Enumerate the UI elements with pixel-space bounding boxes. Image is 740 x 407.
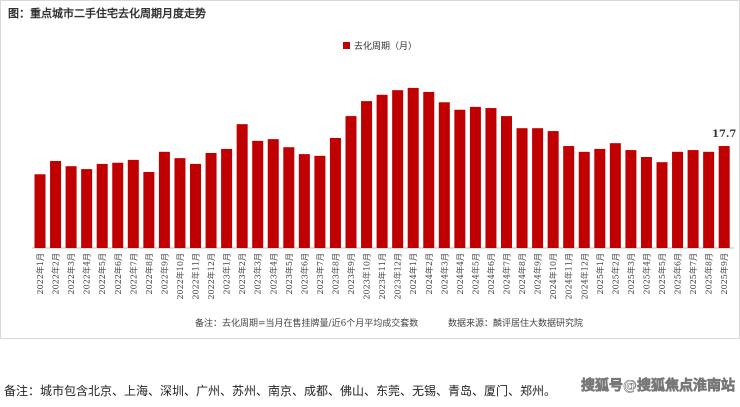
x-tick-label: 2023年7月	[315, 253, 325, 294]
bar	[656, 162, 668, 248]
x-tick-label: 2023年11月	[377, 253, 387, 300]
x-tick-label: 2023年10月	[362, 253, 372, 300]
bar	[81, 169, 93, 248]
bar	[485, 108, 497, 248]
x-tick-label: 2025年3月	[626, 253, 636, 294]
x-tick-label: 2023年9月	[346, 253, 356, 294]
bar	[298, 154, 310, 248]
bar	[594, 148, 606, 248]
x-tick-label: 2022年1月	[35, 253, 45, 294]
bar	[609, 143, 621, 248]
x-tick-label: 2024年6月	[486, 253, 496, 294]
watermark: 搜狐号@搜狐焦点淮南站	[581, 377, 735, 394]
x-tick-label: 2023年12月	[393, 253, 403, 300]
x-tick-label: 2023年4月	[268, 253, 278, 294]
bar	[563, 146, 575, 248]
x-tick-label: 2024年10月	[548, 253, 558, 300]
x-tick-label: 2022年8月	[144, 253, 154, 294]
source: 数据来源：麟评居住大数据研究院	[448, 317, 583, 329]
x-tick-label: 2022年7月	[128, 253, 138, 294]
x-tick-label: 2024年5月	[470, 253, 480, 294]
bar	[158, 151, 170, 248]
bar	[252, 140, 264, 248]
bar	[438, 102, 450, 248]
x-tick-label: 2025年9月	[719, 253, 729, 294]
bar	[469, 106, 481, 248]
bar	[718, 146, 730, 248]
bar	[314, 155, 326, 248]
bar	[687, 150, 699, 248]
bar	[267, 139, 279, 248]
x-tick-label: 2025年4月	[641, 253, 651, 294]
x-tick-label: 2023年2月	[237, 253, 247, 294]
x-tick-label: 2025年5月	[657, 253, 667, 294]
bar	[283, 147, 295, 248]
x-tick-label: 2023年3月	[253, 253, 263, 294]
bar	[423, 91, 435, 249]
x-tick-label: 2022年2月	[51, 253, 61, 294]
bar	[50, 161, 62, 248]
legend-swatch	[343, 42, 350, 49]
x-tick-label: 2023年5月	[284, 253, 294, 294]
x-tick-label: 2025年7月	[688, 253, 698, 294]
bar	[221, 148, 233, 248]
x-tick-label: 2024年4月	[455, 253, 465, 294]
x-tick-label: 2025年8月	[704, 253, 714, 294]
bar	[640, 156, 652, 248]
bar	[174, 158, 186, 248]
bar	[345, 116, 357, 248]
bar	[96, 163, 108, 248]
x-tick-label: 2022年9月	[159, 253, 169, 294]
chart-title: 图：重点城市二手住宅去化周期月度走势	[8, 6, 206, 20]
bar	[454, 109, 466, 248]
x-tick-label: 2024年9月	[533, 253, 543, 294]
x-tick-label: 2024年1月	[408, 253, 418, 294]
bar	[672, 151, 684, 248]
bar	[501, 116, 512, 248]
bar	[205, 152, 217, 248]
x-tick-label: 2022年3月	[66, 253, 76, 294]
bar	[236, 124, 248, 248]
x-tick-label: 2022年11月	[191, 253, 201, 300]
bar	[625, 150, 637, 248]
x-tick-label: 2023年1月	[222, 253, 232, 294]
bar	[127, 159, 139, 248]
x-tick-label: 2022年12月	[206, 253, 216, 300]
x-tick-label: 2024年3月	[439, 253, 449, 294]
legend-label: 去化周期（月）	[354, 40, 417, 52]
bar	[392, 90, 404, 249]
bar	[516, 128, 528, 248]
x-tick-label: 2025年6月	[673, 253, 683, 294]
x-tick-label: 2024年8月	[517, 253, 527, 294]
x-tick-label: 2025年1月	[595, 253, 605, 294]
bar	[407, 87, 419, 248]
bar	[143, 171, 155, 248]
x-tick-label: 2023年6月	[299, 253, 309, 294]
x-tick-label: 2025年2月	[610, 253, 620, 294]
x-tick-label: 2022年6月	[113, 253, 123, 294]
bar	[361, 101, 373, 249]
x-tick-label: 2024年12月	[579, 253, 589, 300]
bar	[703, 151, 715, 248]
bar	[376, 94, 388, 248]
bar	[329, 137, 341, 248]
x-tick-label: 2023年8月	[330, 253, 340, 294]
x-tick-label: 2024年11月	[564, 253, 574, 300]
x-tick-label: 2022年4月	[82, 253, 92, 294]
bar	[547, 131, 559, 248]
bar	[190, 163, 201, 248]
bar	[34, 174, 46, 248]
x-tick-label: 2022年5月	[97, 253, 107, 294]
footnote: 备注：城市包含北京、上海、深圳、广州、苏州、南京、成都、佛山、东莞、无锡、青岛、…	[4, 383, 556, 398]
bar	[578, 151, 590, 248]
note: 备注：去化周期=当月在售挂牌量/近6个月平均成交套数	[195, 317, 418, 329]
x-tick-label: 2022年10月	[175, 253, 185, 300]
x-tick-label: 2024年2月	[424, 253, 434, 294]
bar	[112, 162, 124, 248]
data-label: 17.7	[712, 129, 736, 140]
bar	[65, 166, 77, 248]
bar	[532, 128, 544, 248]
x-tick-label: 2024年7月	[502, 253, 512, 294]
